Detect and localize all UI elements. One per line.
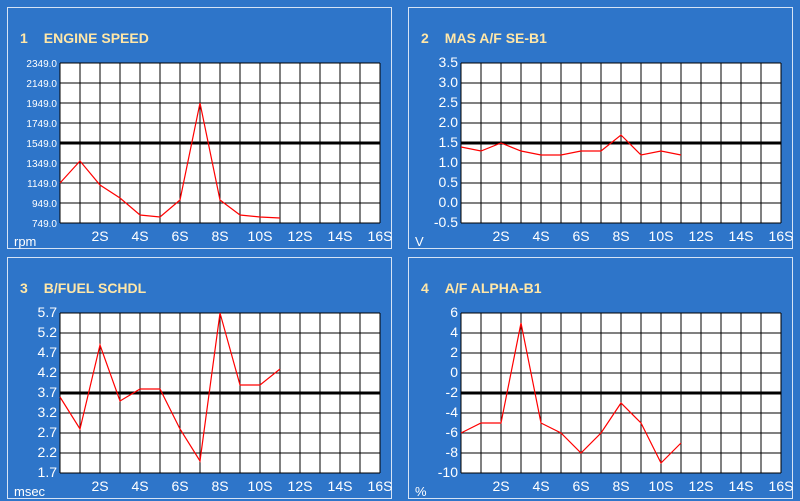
x-tick-label: 14S xyxy=(328,478,353,494)
y-tick-label: 749.0 xyxy=(32,219,57,230)
x-tick-label: 8S xyxy=(612,478,629,494)
x-tick-label: 2S xyxy=(492,228,509,244)
chart-svg-4: 6 4 2 0 -2 -4 -6 -8 -10 2S 4S 6S 8S 10S 12S 14S 16S% xyxy=(415,304,794,499)
y-tick-label: 1949.0 xyxy=(26,99,57,110)
y-tick-label: 1349.0 xyxy=(26,159,57,170)
y-tick-label: 949.0 xyxy=(32,199,57,210)
chart-panel-4: 4 A/F ALPHA-B1 6 4 2 0 -2 -4 -6 -8 -10 2S 4S 6S 8S 10S… xyxy=(408,257,793,499)
x-tick-label: 10S xyxy=(649,478,674,494)
y-tick-label: 0.5 xyxy=(439,174,459,190)
chart-svg-2: 3.5 3.0 2.5 2.0 1.5 1.0 0.5 0.0 -0.5 2S 4S 6S 8S 10S 1… xyxy=(415,54,794,249)
series-line xyxy=(460,322,682,465)
x-tick-label: 10S xyxy=(248,478,273,494)
x-tick-label: 2S xyxy=(91,478,108,494)
y-tick-label: 4.2 xyxy=(38,364,58,380)
x-tick-label: 12S xyxy=(689,228,714,244)
x-tick-label: 12S xyxy=(288,478,313,494)
x-tick-label: 12S xyxy=(689,478,714,494)
x-tick-label: 14S xyxy=(729,228,754,244)
y-tick-label: 3.2 xyxy=(38,404,58,420)
y-tick-label: 3.0 xyxy=(439,74,459,90)
x-tick-label: 14S xyxy=(328,228,353,244)
x-tick-label: 10S xyxy=(248,228,273,244)
x-tick-label: 16S xyxy=(368,478,393,494)
y-tick-label: 2 xyxy=(450,344,458,360)
y-tick-label: 1.5 xyxy=(439,134,459,150)
chart-svg-1: 2349.0 2149.0 1949.0 1749.0 1549.0 1349.0 1149… xyxy=(14,59,393,249)
y-tick-label: -0.5 xyxy=(434,214,458,230)
series-line xyxy=(59,312,281,463)
y-tick-label: 4.7 xyxy=(38,344,58,360)
chart-panel-1: 1 ENGINE SPEED 2349.0 2149.0 1949.0 1749.0 15… xyxy=(7,7,392,249)
y-tick-label: -2 xyxy=(446,384,459,400)
series-line xyxy=(460,134,682,156)
y-tick-label: 1149.0 xyxy=(27,179,57,190)
x-tick-label: 8S xyxy=(211,228,228,244)
x-tick-label: 14S xyxy=(729,478,754,494)
y-tick-label: 2349.0 xyxy=(26,59,57,70)
unit-label: % xyxy=(415,484,427,499)
unit-label: msec xyxy=(14,484,46,499)
x-tick-label: 16S xyxy=(769,478,794,494)
x-tick-label: 6S xyxy=(171,478,188,494)
x-tick-label: 12S xyxy=(288,228,313,244)
y-tick-label: 3.7 xyxy=(38,384,58,400)
y-tick-label: 0 xyxy=(450,364,458,380)
y-tick-label: 1549.0 xyxy=(26,139,57,150)
x-tick-label: 10S xyxy=(649,228,674,244)
x-tick-label: 4S xyxy=(131,478,148,494)
unit-label: V xyxy=(415,234,424,249)
chart-panel-3: 3 B/FUEL SCHDL 5.7 5.2 4.7 4.2 3.7 3.2 2.7 2.2 1.… xyxy=(7,257,392,499)
y-tick-label: 1749.0 xyxy=(26,119,57,130)
y-tick-label: -8 xyxy=(446,444,459,460)
y-tick-label: 2.5 xyxy=(439,94,459,110)
series-line xyxy=(59,102,281,219)
chart-title-3: 3 B/FUEL SCHDL xyxy=(20,280,147,296)
y-tick-label: 0.0 xyxy=(439,194,459,210)
x-tick-label: 8S xyxy=(211,478,228,494)
x-tick-label: 16S xyxy=(368,228,393,244)
x-tick-label: 6S xyxy=(572,478,589,494)
x-tick-label: 4S xyxy=(532,228,549,244)
chart-title-1: 1 ENGINE SPEED xyxy=(20,30,149,46)
y-tick-label: 5.2 xyxy=(38,324,58,340)
y-tick-label: 2149.0 xyxy=(26,79,57,90)
chart-title-2: 2 MAS A/F SE-B1 xyxy=(421,30,547,46)
x-tick-label: 16S xyxy=(769,228,794,244)
y-tick-label: 1.0 xyxy=(439,154,459,170)
unit-label: rpm xyxy=(14,234,36,249)
y-tick-label: 2.2 xyxy=(38,444,58,460)
x-tick-label: 6S xyxy=(572,228,589,244)
y-tick-label: 5.7 xyxy=(38,304,58,320)
x-tick-label: 4S xyxy=(532,478,549,494)
chart-svg-3: 5.7 5.2 4.7 4.2 3.7 3.2 2.7 2.2 1.7 2S 4S 6S 8S 10S 12… xyxy=(14,304,393,499)
x-tick-label: 6S xyxy=(171,228,188,244)
x-tick-label: 8S xyxy=(612,228,629,244)
y-tick-label: 6 xyxy=(450,304,458,320)
y-tick-label: 4 xyxy=(450,324,458,340)
y-tick-label: 2.0 xyxy=(439,114,459,130)
y-tick-label: -10 xyxy=(438,464,458,480)
y-tick-label: -4 xyxy=(446,404,459,420)
y-tick-label: 2.7 xyxy=(38,424,58,440)
chart-panel-2: 2 MAS A/F SE-B1 3.5 3.0 2.5 2.0 1.5 1.0 0.5 0.0 -… xyxy=(408,7,793,249)
x-tick-label: 2S xyxy=(91,228,108,244)
y-tick-label: 3.5 xyxy=(439,54,459,70)
y-tick-label: 1.7 xyxy=(38,464,58,480)
x-tick-label: 4S xyxy=(131,228,148,244)
chart-title-4: 4 A/F ALPHA-B1 xyxy=(421,280,542,296)
y-tick-label: -6 xyxy=(446,424,459,440)
x-tick-label: 2S xyxy=(492,478,509,494)
